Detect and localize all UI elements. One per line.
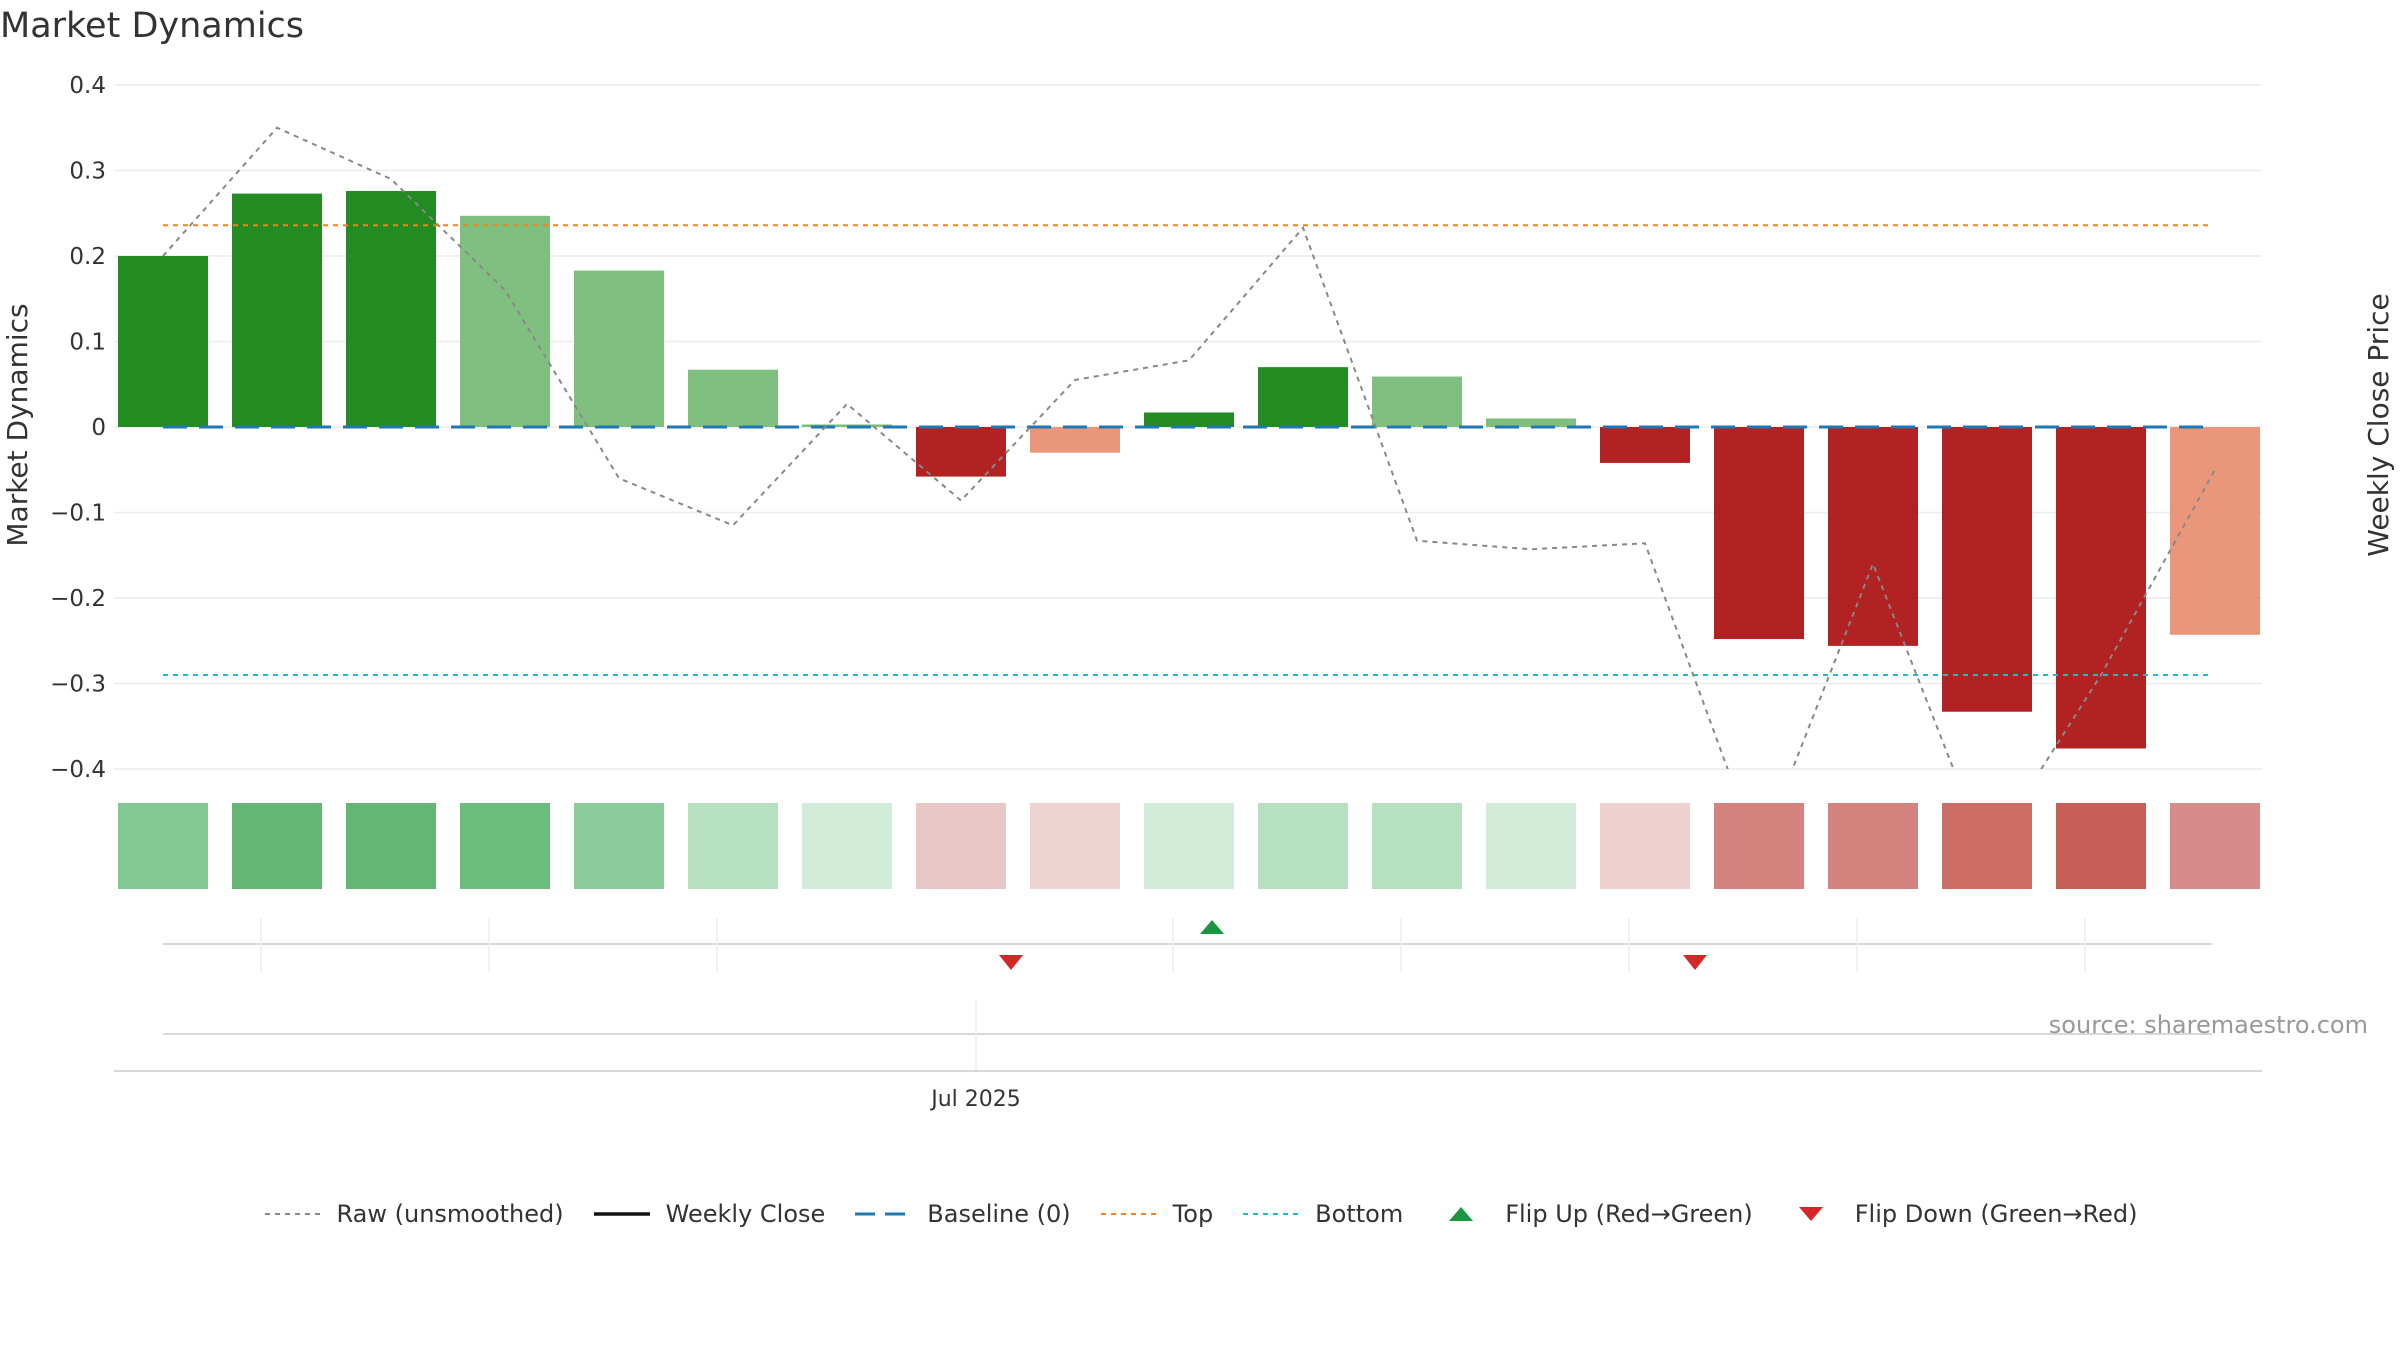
legend-swatch-baseline <box>855 1212 912 1216</box>
bar <box>916 427 1006 477</box>
bar <box>1714 427 1804 640</box>
strip-cell <box>1144 803 1234 889</box>
bar <box>574 270 664 427</box>
source-note: source: sharemaestro.com <box>2048 1011 2368 1039</box>
strip-cell <box>688 803 778 889</box>
y-tick-label-left: 0.2 <box>69 244 106 270</box>
y-tick-label-left: 0.3 <box>69 159 106 185</box>
flip-down-marker <box>999 955 1023 970</box>
flip-down-marker <box>1683 955 1707 970</box>
bar <box>1600 427 1690 463</box>
bar <box>1372 376 1462 427</box>
strip-cell <box>1828 803 1918 889</box>
strip-cell <box>1372 803 1462 889</box>
line-layer <box>162 126 2216 769</box>
legend-swatch-top <box>1100 1213 1157 1215</box>
bar <box>118 256 208 427</box>
y-tick-label-left: 0.1 <box>69 330 106 356</box>
legend-label: Flip Up (Red→Green) <box>1505 1200 1753 1228</box>
y-tick-label-left: 0 <box>91 415 106 441</box>
strip-cell <box>1714 803 1804 889</box>
strip-cell <box>346 803 436 889</box>
y-tick-label-left: 0.4 <box>69 73 106 99</box>
bar <box>1258 367 1348 427</box>
y-tick-label-left: −0.4 <box>50 757 106 783</box>
bar-layer <box>118 191 2260 749</box>
bar <box>1144 412 1234 427</box>
y-tick-label-left: −0.2 <box>50 586 106 612</box>
bar <box>1942 427 2032 712</box>
x-tick-label: Jul 2025 <box>929 1087 1021 1112</box>
strip-cell <box>460 803 550 889</box>
legend-swatch-close <box>593 1212 650 1216</box>
y-tick-label-left: −0.3 <box>50 672 106 698</box>
legend-item-top: Top <box>1099 1200 1214 1228</box>
legend-item-raw: Raw (unsmoothed) <box>263 1200 564 1228</box>
bar <box>346 191 436 427</box>
legend-swatch-bottom <box>1243 1213 1300 1215</box>
bar <box>2056 427 2146 749</box>
bar <box>1828 427 1918 646</box>
strip-cell <box>232 803 322 889</box>
heat-strip <box>118 803 2260 889</box>
legend-label: Flip Down (Green→Red) <box>1854 1200 2138 1228</box>
legend-item-flipdown: Flip Down (Green→Red) <box>1781 1200 2138 1228</box>
tick-layer: 0.40.30.20.10−0.1−0.2−0.3−0.4104.00102.0… <box>50 73 106 783</box>
chart-title: Market Dynamics <box>0 6 305 46</box>
legend-item-bottom: Bottom <box>1241 1200 1403 1228</box>
strip-cell <box>1600 803 1690 889</box>
strip-cell <box>916 803 1006 889</box>
strip-cell <box>2170 803 2260 889</box>
strip-cell <box>1030 803 1120 889</box>
strip-cell <box>1258 803 1348 889</box>
y-axis-title-right: Weekly Close Price <box>2362 293 2395 556</box>
legend-item-baseline: Baseline (0) <box>853 1200 1071 1228</box>
strip-cell <box>802 803 892 889</box>
bar <box>1486 418 1576 427</box>
bar <box>2170 427 2260 635</box>
bar <box>1030 427 1120 453</box>
legend-label: Raw (unsmoothed) <box>336 1200 564 1228</box>
bar <box>232 193 322 427</box>
legend-swatch-flipdown <box>1798 1207 1823 1221</box>
legend-label: Bottom <box>1315 1200 1404 1228</box>
flip-up-marker <box>1200 920 1224 934</box>
legend-label: Weekly Close <box>665 1200 826 1228</box>
legend-label: Top <box>1172 1200 1214 1228</box>
legend-swatch-flipup <box>1449 1207 1474 1221</box>
legend-label: Baseline (0) <box>927 1200 1071 1228</box>
bar <box>460 215 550 427</box>
y-tick-label-left: −0.1 <box>50 501 106 527</box>
legend-swatch-raw <box>264 1213 321 1215</box>
legend-item-flipup: Flip Up (Red→Green) <box>1431 1200 1753 1228</box>
bar <box>688 369 778 427</box>
y-axis-title-left: Market Dynamics <box>1 303 34 546</box>
strip-cell <box>574 803 664 889</box>
strip-cell <box>1486 803 1576 889</box>
legend-item-close: Weekly Close <box>592 1200 826 1228</box>
legend: Raw (unsmoothed) Weekly Close Baseline (0)… <box>0 1200 2400 1228</box>
flip-layer <box>114 918 2262 1072</box>
strip-cell <box>118 803 208 889</box>
strip-cell <box>2056 803 2146 889</box>
strip-cell <box>1942 803 2032 889</box>
